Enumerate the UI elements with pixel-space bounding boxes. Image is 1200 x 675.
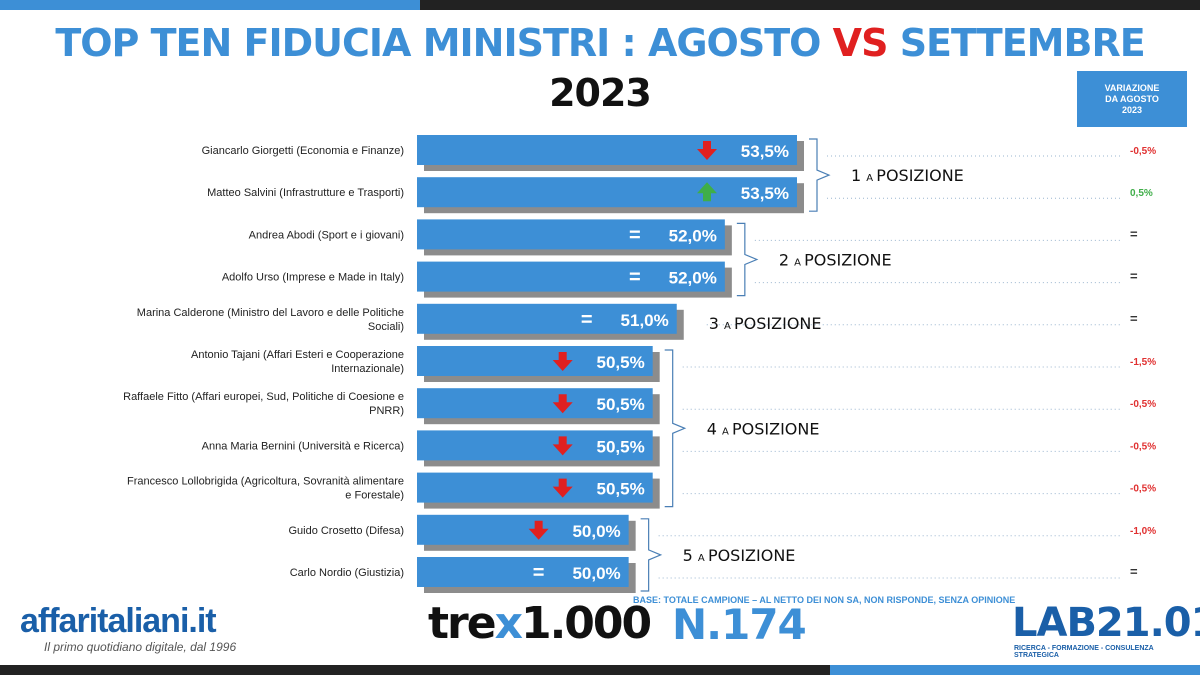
value-label: 50,5% [596, 437, 644, 456]
bar [417, 261, 725, 292]
category-label: Andrea Abodi (Sport e i giovani) [249, 229, 404, 241]
survey-prefix: tre [428, 598, 497, 649]
variation-label: -1,5% [1130, 357, 1156, 368]
survey-logo: trex1.000 [428, 598, 652, 649]
equal-icon: = [533, 562, 545, 584]
title-part-4: SETTEMBRE [899, 21, 1146, 65]
value-label: 53,5% [741, 184, 789, 203]
variation-label: = [1130, 564, 1138, 579]
value-label: 52,0% [669, 226, 717, 245]
arrow-down-icon [552, 436, 573, 456]
value-label: 51,0% [621, 311, 669, 330]
value-label: 52,0% [669, 269, 717, 288]
bottom-bar [0, 665, 1200, 675]
category-label: Anna Maria Bernini (Università e Ricerca… [202, 440, 404, 452]
bar [417, 514, 629, 545]
category-label: Adolfo Urso (Imprese e Made in Italy) [222, 272, 404, 284]
arrow-down-icon [528, 520, 549, 540]
variation-label: 0,5% [1130, 188, 1153, 199]
bottom-bar-accent [830, 665, 1200, 675]
page-title: TOP TEN FIDUCIA MINISTRI : AGOSTO VS SET… [0, 18, 1200, 118]
position-bracket [736, 222, 759, 297]
variation-label: -0,5% [1130, 441, 1156, 452]
variation-label: = [1130, 311, 1138, 326]
category-label: PNRR) [369, 405, 404, 417]
bar [417, 303, 677, 334]
survey-x: x [494, 598, 523, 649]
bar [417, 388, 653, 419]
top-bar [0, 0, 1200, 10]
position-label: 2 A POSIZIONE [779, 251, 892, 270]
bar [417, 557, 629, 587]
base-note: BASE: TOTALE CAMPIONE – AL NETTO DEI NON… [633, 595, 1016, 605]
arrow-down-icon [697, 141, 717, 160]
equal-icon: = [581, 309, 593, 331]
category-label: Internazionale) [331, 363, 404, 375]
arrow-down-icon [552, 394, 573, 414]
bar [417, 177, 797, 208]
position-bracket [664, 349, 687, 508]
variation-label: -1,0% [1130, 526, 1156, 537]
lab-logo: LAB21.01 [1012, 600, 1200, 646]
value-label: 50,5% [596, 480, 644, 499]
variation-label: = [1130, 269, 1138, 284]
position-label: 1 A POSIZIONE [851, 166, 964, 185]
arrow-up-icon [697, 182, 717, 202]
position-bracket [640, 518, 663, 592]
position-label: 3 A POSIZIONE [709, 314, 822, 333]
category-label: Francesco Lollobrigida (Agricoltura, Sov… [127, 476, 404, 488]
variation-label: -0,5% [1130, 146, 1156, 157]
equal-icon: = [629, 224, 641, 246]
affaritaliani-logo: affaritaliani.it [20, 602, 217, 641]
value-label: 50,5% [596, 353, 644, 372]
equal-icon: = [629, 267, 641, 289]
brand-tagline: Il primo quotidiano digitale, dal 1996 [44, 640, 237, 654]
category-label: Giancarlo Giorgetti (Economia e Finanze) [202, 145, 404, 157]
title-part-2: AGOSTO [647, 21, 821, 65]
bar [417, 346, 653, 376]
variation-header: VARIAZIONE DA AGOSTO 2023 [1077, 71, 1187, 127]
variation-label: -0,5% [1130, 484, 1156, 495]
category-label: Raffaele Fitto (Affari europei, Sud, Pol… [123, 391, 404, 403]
arrow-down-icon [552, 478, 573, 498]
brand-tld: .it [188, 602, 216, 640]
brand-name: affaritaliani [20, 602, 189, 640]
category-label: Matteo Salvini (Infrastrutture e Traspor… [207, 187, 404, 199]
arrow-down-icon [552, 352, 573, 371]
category-label: Antonio Tajani (Affari Esteri e Cooperaz… [191, 349, 404, 361]
value-label: 53,5% [741, 142, 789, 161]
category-label: Carlo Nordio (Giustizia) [290, 567, 404, 579]
bar [417, 472, 653, 503]
category-label: e Forestale) [345, 490, 404, 502]
value-label: 50,0% [572, 564, 620, 583]
value-label: 50,0% [572, 522, 620, 541]
bar [417, 430, 653, 461]
value-label: 50,5% [596, 395, 644, 414]
lab-tagline: RICERCA - FORMAZIONE - CONSULENZA STRATE… [1014, 645, 1154, 659]
title-part-1: TOP TEN FIDUCIA MINISTRI : [55, 21, 636, 65]
top-bar-accent [0, 0, 420, 10]
bar [417, 135, 797, 165]
category-label: Sociali) [368, 321, 404, 333]
title-part-5: 2023 [549, 71, 652, 115]
variation-label: -0,5% [1130, 399, 1156, 410]
issue-number: N.174 [672, 600, 807, 649]
position-label: 4 A POSIZIONE [707, 419, 820, 438]
position-bracket [809, 138, 831, 212]
bar [417, 219, 725, 250]
variation-label: = [1130, 226, 1138, 241]
survey-num: 1.000 [520, 598, 652, 649]
title-part-3: VS [832, 21, 889, 65]
category-label: Guido Crosetto (Difesa) [288, 525, 404, 537]
category-label: Marina Calderone (Ministro del Lavoro e … [137, 307, 404, 319]
position-label: 5 A POSIZIONE [683, 546, 796, 565]
